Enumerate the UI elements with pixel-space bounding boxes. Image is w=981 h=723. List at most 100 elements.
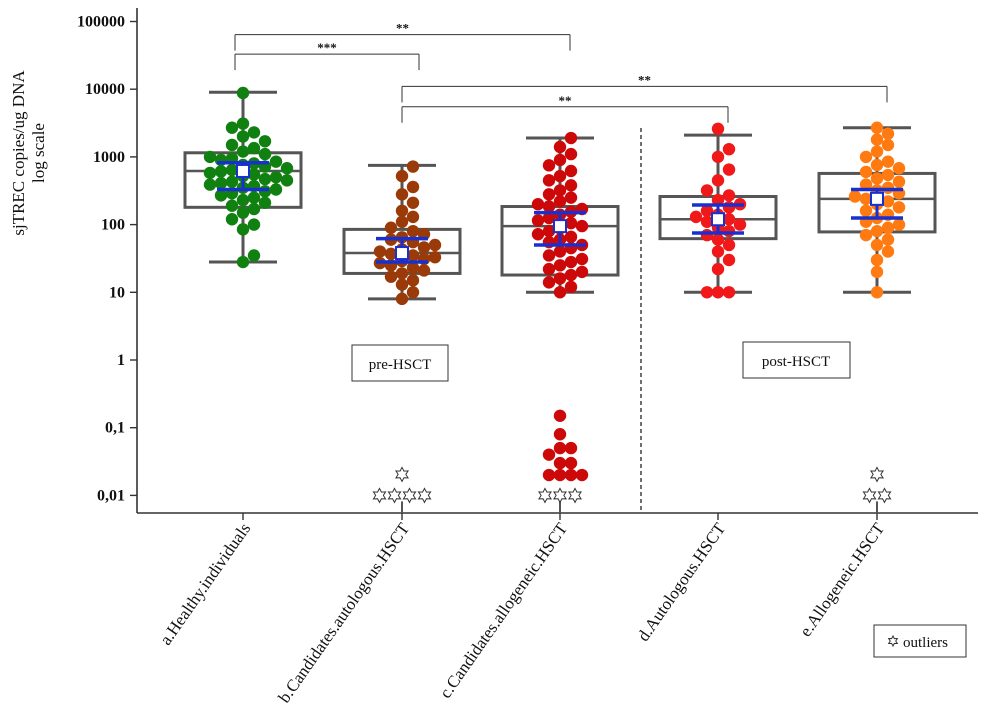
- data-point: [395, 278, 409, 291]
- data-point: [395, 267, 409, 280]
- data-point: [258, 147, 272, 161]
- low-data-point: [564, 456, 578, 470]
- mean-ci-overlays: [217, 160, 903, 264]
- data-point: [700, 228, 714, 242]
- data-point: [247, 218, 261, 231]
- data-point: [542, 276, 556, 289]
- data-point: [553, 153, 567, 167]
- data-point: [892, 175, 906, 188]
- data-point: [881, 168, 895, 182]
- data-point: [711, 193, 725, 207]
- data-point: [247, 191, 261, 204]
- data-point: [258, 185, 272, 198]
- data-point: [406, 249, 420, 262]
- outlier-star-icon: [395, 466, 409, 483]
- outlier-star-icon: [877, 487, 892, 504]
- data-point: [711, 174, 725, 187]
- mean-marker: [870, 191, 884, 206]
- data-point: [225, 121, 239, 134]
- data-point: [247, 168, 261, 181]
- low-data-point: [553, 468, 567, 482]
- data-point: [542, 211, 556, 225]
- data-point: [700, 215, 714, 228]
- data-point: [417, 264, 431, 277]
- data-point: [848, 190, 862, 203]
- data-point: [214, 189, 228, 202]
- data-point: [258, 135, 272, 148]
- data-point: [575, 265, 589, 279]
- data-point: [870, 145, 884, 158]
- data-point: [881, 127, 895, 140]
- y-axis-label: sjTREC copies/ug DNA log scale: [9, 70, 48, 236]
- data-point: [406, 261, 420, 275]
- data-point: [575, 219, 589, 233]
- data-point: [722, 224, 736, 238]
- y-ticks: 100000 10000 1000 100 10 1 0,1 0,01: [77, 14, 137, 504]
- data-point: [700, 204, 714, 217]
- pre-hsct-label: pre-HSCT: [369, 357, 432, 373]
- data-point: [870, 286, 884, 299]
- y-tick-label: 10000: [85, 81, 125, 98]
- data-point: [892, 218, 906, 231]
- outlier-star-icon: [372, 487, 387, 504]
- legend-label: outliers: [903, 635, 948, 651]
- data-point: [711, 122, 725, 136]
- data-point: [870, 253, 884, 267]
- mean-marker: [395, 246, 409, 261]
- low-data-point: [542, 468, 556, 482]
- data-point: [214, 176, 228, 190]
- data-point: [870, 133, 884, 146]
- data-point: [225, 199, 239, 212]
- data-point: [892, 162, 906, 175]
- data-point: [553, 140, 567, 154]
- mean-marker: [236, 163, 250, 178]
- data-point: [711, 262, 725, 276]
- data-point: [859, 204, 873, 217]
- data-point: [722, 213, 736, 226]
- data-point: [542, 249, 556, 262]
- y-tick-label: 10: [109, 284, 125, 301]
- y-tick-label: 0,1: [105, 420, 125, 437]
- data-point: [280, 174, 294, 187]
- data-point: [214, 165, 228, 178]
- mean-ci-marker: [692, 203, 744, 235]
- significance-label: **: [396, 21, 409, 36]
- data-point: [542, 159, 556, 172]
- outlier-star-icon: [538, 487, 552, 504]
- data-point: [859, 165, 873, 179]
- outlier-star-icon: [568, 487, 582, 504]
- data-point: [203, 178, 217, 191]
- data-point: [564, 147, 578, 161]
- data-point: [722, 142, 736, 156]
- data-point: [892, 201, 906, 214]
- mean-ci-marker: [851, 187, 903, 220]
- low-data-point: [553, 441, 567, 455]
- data-point: [428, 250, 442, 264]
- data-point: [564, 216, 578, 230]
- x-tick-label: b.Candidates.autologous.HSCT: [274, 519, 413, 706]
- y-tick-label: 1000: [93, 149, 125, 166]
- data-point: [269, 155, 283, 168]
- outlier-star-icon: [387, 487, 402, 504]
- data-point: [247, 249, 261, 262]
- data-point: [236, 193, 250, 207]
- data-point: [870, 172, 884, 185]
- data-point: [689, 210, 703, 224]
- x-tick-labels: a.Healthy.individuals b.Candidates.autolo…: [156, 513, 889, 706]
- pre-hsct-label-box: pre-HSCT: [351, 344, 449, 382]
- data-point: [258, 172, 272, 186]
- data-point: [225, 175, 239, 188]
- data-point: [236, 223, 250, 236]
- data-point: [722, 201, 736, 214]
- x-tick-label: a.Healthy.individuals: [156, 519, 254, 648]
- data-point: [225, 138, 239, 152]
- data-point: [417, 241, 431, 254]
- data-point: [881, 233, 895, 246]
- data-point: [722, 286, 736, 299]
- data-point: [406, 286, 420, 299]
- low-data-point: [542, 448, 556, 461]
- data-point: [236, 145, 250, 158]
- data-point: [203, 166, 217, 180]
- data-points: [203, 86, 906, 504]
- data-point: [236, 206, 250, 219]
